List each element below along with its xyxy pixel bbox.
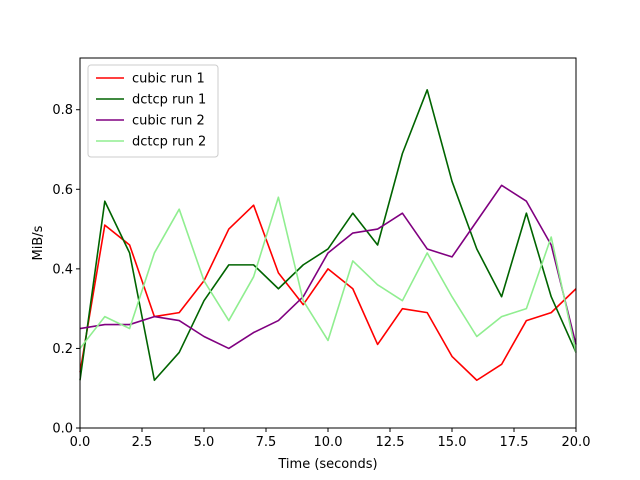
- x-tick-label: 17.5: [500, 435, 529, 450]
- series-line-1: [79, 204, 577, 382]
- x-axis-ticks: 0.0 2.5 5.0 7.5 10.0 12.5 15.0 17.5 20.0: [70, 428, 591, 450]
- series-line-2: [79, 89, 577, 382]
- series-line-4: [79, 196, 577, 353]
- legend-entry-1: cubic run 1: [132, 72, 205, 87]
- x-tick-label: 20.0: [562, 435, 591, 450]
- x-tick-label: 2.5: [132, 435, 153, 450]
- series-line-3: [79, 184, 577, 350]
- y-tick-label: 0.8: [52, 103, 73, 118]
- plot-area: [79, 89, 577, 382]
- legend-entry-4: dctcp run 2: [132, 135, 206, 150]
- y-tick-label: 0.0: [52, 422, 73, 437]
- x-tick-label: 7.5: [256, 435, 277, 450]
- x-tick-label: 0.0: [70, 435, 91, 450]
- y-axis-label: MiB/s: [31, 225, 46, 260]
- y-tick-label: 0.6: [52, 183, 73, 198]
- y-tick-label: 0.4: [52, 262, 73, 277]
- legend: cubic run 1 dctcp run 1 cubic run 2 dctcp r…: [87, 64, 219, 158]
- y-tick-label: 0.2: [52, 342, 73, 357]
- y-axis-ticks: 0.0 0.2 0.4 0.6 0.8: [52, 103, 80, 437]
- legend-entry-3: cubic run 2: [132, 114, 205, 129]
- legend-box: [87, 64, 219, 158]
- legend-entry-2: dctcp run 1: [132, 93, 206, 108]
- x-axis-label: Time (seconds): [277, 457, 377, 472]
- x-tick-label: 15.0: [438, 435, 467, 450]
- x-tick-label: 12.5: [376, 435, 405, 450]
- x-tick-label: 10.0: [314, 435, 343, 450]
- x-tick-label: 5.0: [194, 435, 215, 450]
